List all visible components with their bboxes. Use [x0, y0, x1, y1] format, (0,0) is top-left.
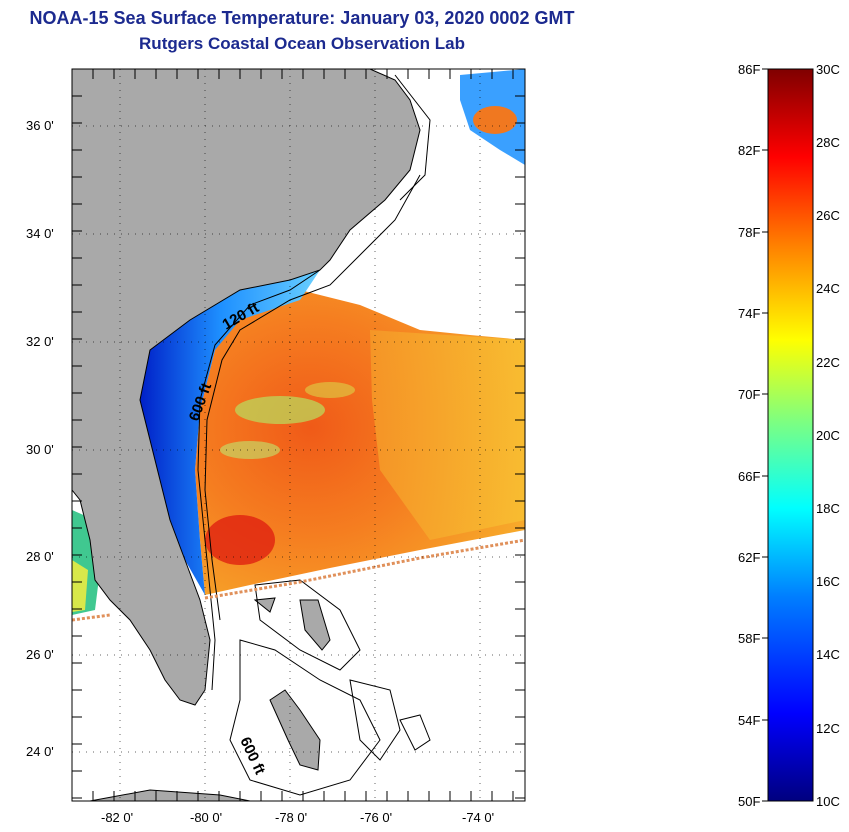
cb-f-62: 62F: [738, 550, 761, 565]
cb-f-82: 82F: [738, 143, 761, 158]
cb-c-12: 12C: [816, 721, 840, 736]
land-mainland: [72, 69, 421, 706]
cb-f-74: 74F: [738, 306, 761, 321]
lon-label-78: -78 0': [275, 810, 308, 825]
cb-c-30: 30C: [816, 62, 840, 77]
cb-c-22: 22C: [816, 355, 840, 370]
lat-label-24: 24 0': [26, 744, 54, 759]
cb-f-58: 58F: [738, 631, 761, 646]
lat-label-34: 34 0': [26, 226, 54, 241]
lat-label-26: 26 0': [26, 647, 54, 662]
cb-c-10: 10C: [816, 794, 840, 809]
lat-label-36: 36 0': [26, 118, 54, 133]
lat-label-28: 28 0': [26, 549, 54, 564]
map-subtitle: Rutgers Coastal Ocean Observation Lab: [139, 34, 465, 53]
lon-label-80: -80 0': [190, 810, 223, 825]
east-sea-region: [370, 330, 525, 540]
cb-f-70: 70F: [738, 387, 761, 402]
cold-shelf-region: [140, 270, 320, 595]
land-bahamas: [269, 689, 321, 771]
cb-f-50: 50F: [738, 794, 761, 809]
lon-label-74: -74 0': [462, 810, 495, 825]
lon-label-76: -76 0': [360, 810, 393, 825]
lon-label-82: -82 0': [101, 810, 134, 825]
lat-label-32: 32 0': [26, 334, 54, 349]
cb-c-24: 24C: [816, 281, 840, 296]
map-title: NOAA-15 Sea Surface Temperature: January…: [29, 8, 575, 28]
cb-c-18: 18C: [816, 501, 840, 516]
cb-c-26: 26C: [816, 208, 840, 223]
cb-f-54: 54F: [738, 713, 761, 728]
cb-f-78: 78F: [738, 225, 761, 240]
cb-c-28: 28C: [816, 135, 840, 150]
cb-c-14: 14C: [816, 647, 840, 662]
cb-f-66: 66F: [738, 469, 761, 484]
cb-c-16: 16C: [816, 574, 840, 589]
cb-f-86: 86F: [738, 62, 761, 77]
lat-label-30: 30 0': [26, 442, 54, 457]
cb-c-20: 20C: [816, 428, 840, 443]
